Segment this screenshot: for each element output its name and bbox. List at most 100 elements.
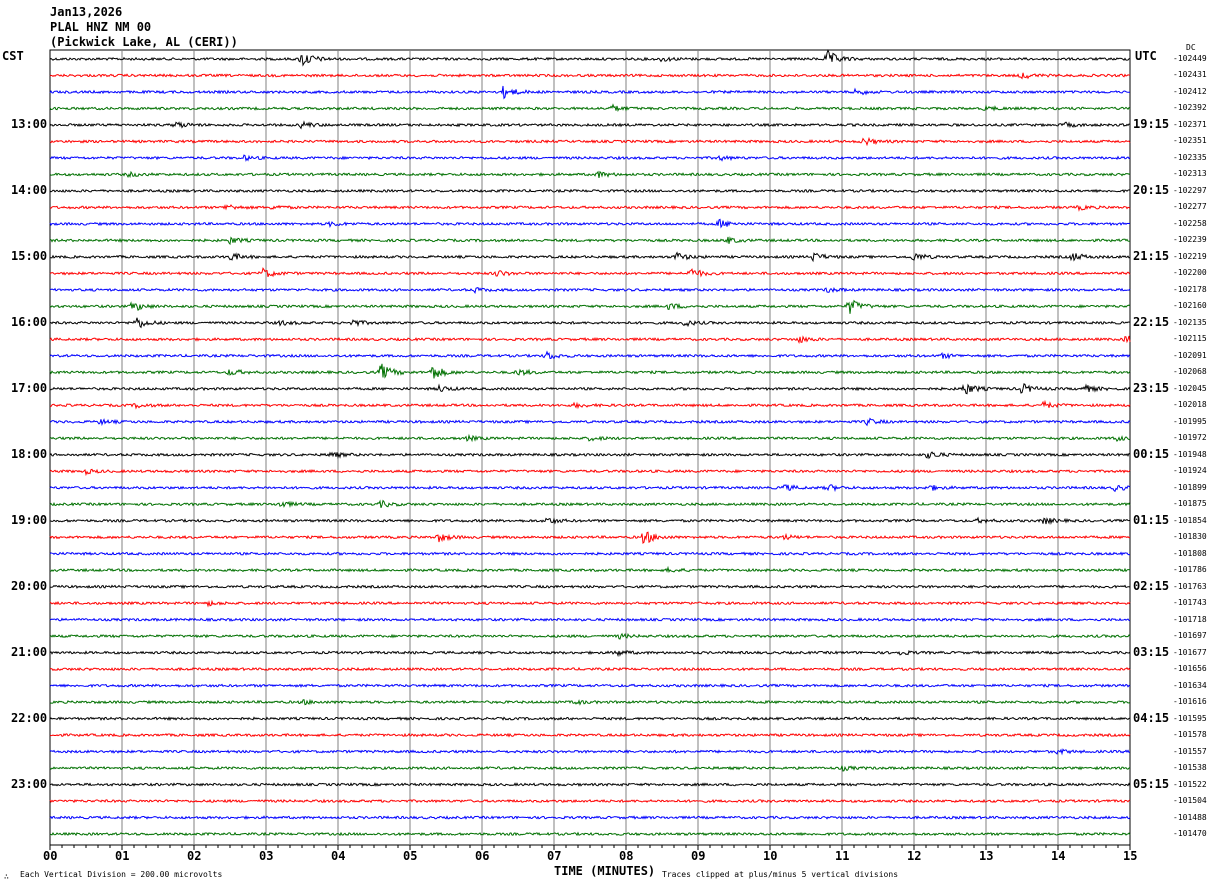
trace-line: [49, 72, 1131, 80]
trace-line: [49, 468, 1131, 477]
x-tick-label: 12: [907, 849, 922, 863]
dc-offset-label: -101677: [1173, 647, 1207, 657]
trace-line: [49, 617, 1131, 622]
trace-line: [49, 417, 1131, 427]
dc-offset-label: -102258: [1173, 218, 1207, 228]
right-hour-label: 00:15: [1133, 446, 1170, 461]
trace-line: [49, 451, 1131, 460]
dc-offset-label: -101718: [1173, 614, 1207, 624]
x-tick-label: 00: [43, 849, 58, 863]
left-hour-label: 14:00: [11, 182, 48, 197]
trace-line: [49, 798, 1131, 804]
dc-offset-label: -102351: [1173, 136, 1207, 146]
trace-line: [49, 748, 1130, 756]
dc-offset-label: -101995: [1173, 416, 1207, 426]
right-hour-label: 04:15: [1133, 710, 1170, 725]
right-hour-label: 21:15: [1133, 248, 1170, 263]
left-hour-label: 22:00: [11, 710, 48, 725]
left-hour-label: 16:00: [11, 314, 48, 329]
trace-line: [49, 299, 1131, 314]
dc-offset-label: -102219: [1173, 251, 1207, 261]
dc-offset-label: -101697: [1173, 631, 1207, 641]
trace-line: [49, 154, 1131, 162]
trace-line: [49, 531, 1131, 544]
right-hour-label: 20:15: [1133, 182, 1170, 197]
x-tick-label: 11: [835, 849, 850, 863]
trace-line: [49, 236, 1131, 246]
trace-line: [50, 251, 1131, 263]
trace-line: [49, 350, 1131, 360]
trace-line: [49, 383, 1131, 395]
trace-line: [49, 267, 1131, 278]
trace-line: [49, 317, 1131, 329]
dc-offset-label: -101488: [1173, 812, 1207, 822]
right-hour-label: 19:15: [1133, 116, 1170, 131]
dc-offset-label: -102091: [1173, 350, 1207, 360]
left-hour-label: 20:00: [11, 578, 48, 593]
x-tick-label: 03: [259, 849, 274, 863]
trace-line: [49, 218, 1131, 229]
x-tick-label: 01: [115, 849, 130, 863]
dc-offset-label: -102335: [1173, 152, 1207, 162]
trace-line: [49, 831, 1131, 837]
trace-line: [49, 584, 1131, 590]
trace-line: [49, 170, 1131, 179]
trace-line: [49, 103, 1131, 112]
right-hour-label: 02:15: [1133, 578, 1170, 593]
trace-line: [49, 716, 1131, 722]
dc-offset-label: -101656: [1173, 664, 1207, 674]
trace-line: [49, 683, 1131, 689]
dc-offset-label: -101595: [1173, 713, 1207, 723]
scale-note: Each Vertical Division = 200.00 microvol…: [20, 870, 223, 879]
trace-line: [49, 565, 1131, 574]
right-timezone-label: UTC: [1135, 49, 1157, 63]
dc-offset-label: -102277: [1173, 202, 1207, 212]
left-hour-label: 19:00: [11, 512, 48, 527]
right-hour-label: 22:15: [1133, 314, 1170, 329]
trace-line: [49, 815, 1131, 820]
trace-line: [49, 698, 1131, 706]
trace-line: [49, 649, 1131, 658]
dc-offset-label: -101899: [1173, 482, 1207, 492]
dc-offset-label: -102392: [1173, 103, 1207, 113]
dc-offset-label: -101743: [1173, 598, 1207, 608]
dc-offset-label: -101854: [1173, 515, 1207, 525]
left-hour-label: 21:00: [11, 644, 48, 659]
x-tick-label: 04: [331, 849, 346, 863]
dc-offset-label: -102200: [1173, 268, 1207, 278]
dc-offset-label: -102239: [1173, 235, 1207, 245]
trace-line: [49, 286, 1131, 294]
date-title: Jan13,2026: [50, 5, 123, 19]
x-tick-label: 13: [979, 849, 994, 863]
dc-offset-label: -101470: [1173, 829, 1207, 839]
dc-offset-label: -101924: [1173, 466, 1207, 476]
trace-line: [49, 551, 1130, 557]
dc-offset-label: -101808: [1173, 548, 1207, 558]
x-tick-label: 14: [1051, 849, 1066, 863]
dc-offset-label: -102135: [1173, 317, 1207, 327]
trace-line: [49, 499, 1131, 508]
dc-offset-label: -101578: [1173, 730, 1207, 740]
dc-offset-label: -102178: [1173, 284, 1207, 294]
dc-offset-label: -102297: [1173, 185, 1207, 195]
trace-line: [49, 765, 1131, 772]
left-hour-label: 15:00: [11, 248, 48, 263]
x-tick-label: 02: [187, 849, 202, 863]
dc-offset-label: -101504: [1173, 796, 1207, 806]
station-title: PLAL HNZ NM 00: [50, 20, 152, 34]
dc-offset-label: -102371: [1173, 119, 1207, 129]
trace-line: [49, 204, 1131, 212]
trace-line: [49, 399, 1131, 410]
trace-line: [50, 516, 1131, 525]
dc-offset-label: -101830: [1173, 532, 1207, 542]
x-tick-label: 15: [1123, 849, 1138, 863]
trace-line: [49, 632, 1131, 640]
trace-line: [49, 363, 1131, 379]
trace-line: [49, 49, 1131, 67]
left-timezone-label: CST: [2, 49, 24, 63]
left-hour-label: 17:00: [11, 380, 48, 395]
dc-offset-label: -102160: [1173, 301, 1207, 311]
left-hour-label: 13:00: [11, 116, 48, 131]
dc-offset-label: -101786: [1173, 565, 1207, 575]
